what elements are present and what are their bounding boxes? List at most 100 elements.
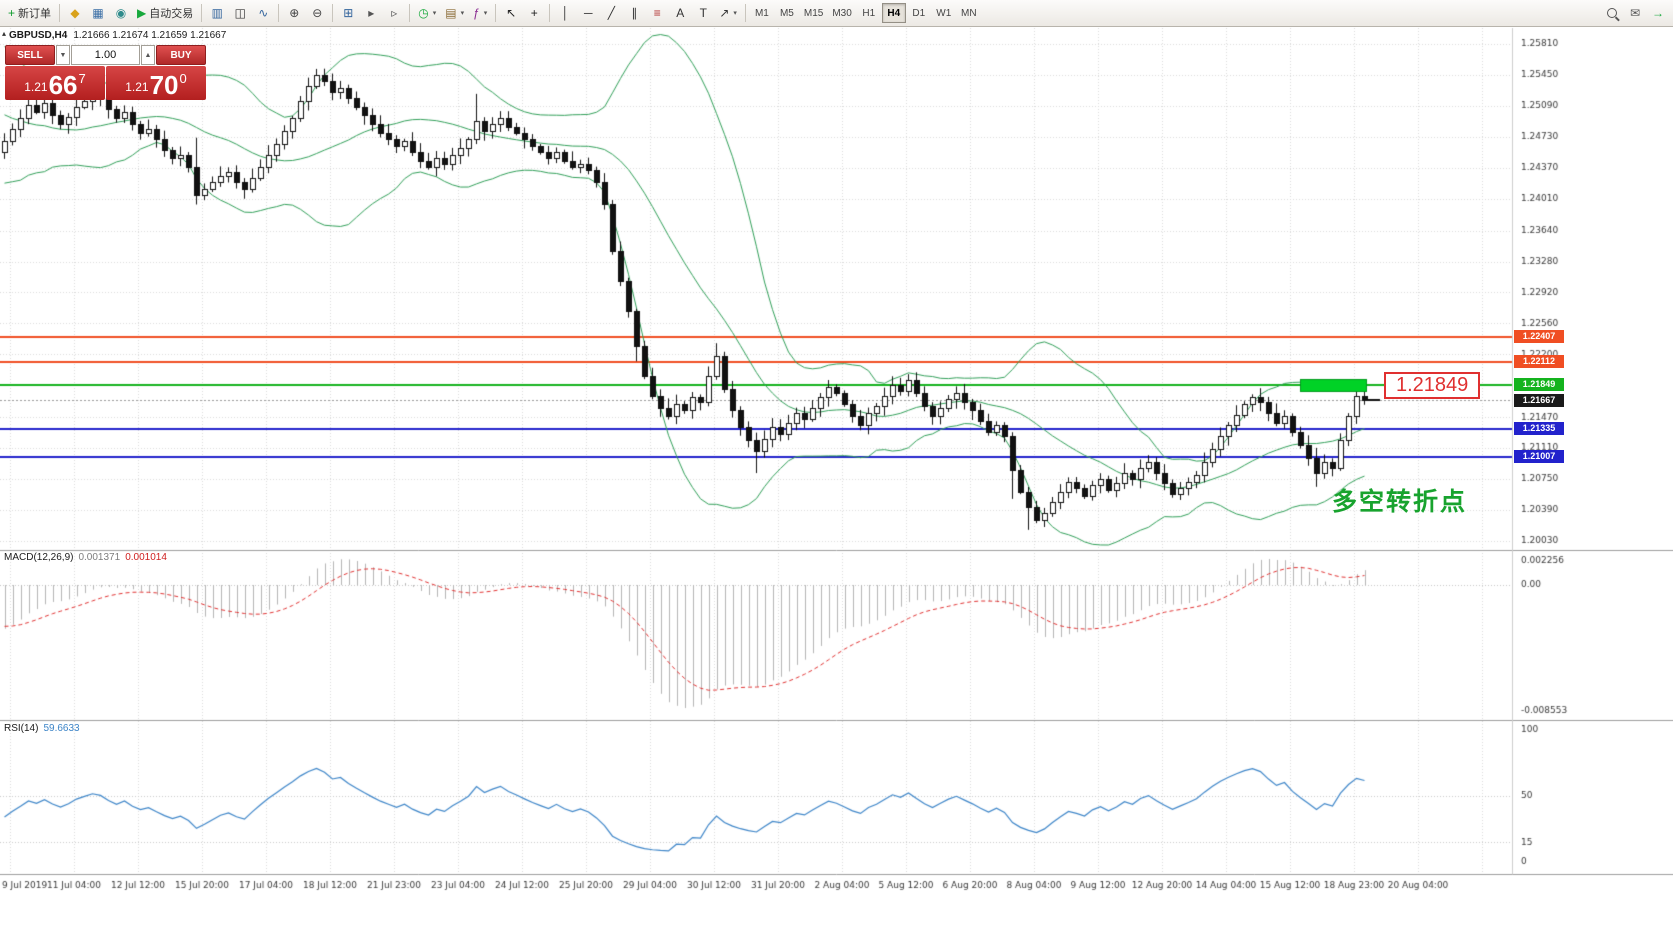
candlestick-chart-button[interactable]: ◫ [229,2,251,24]
toolbar-separator [549,4,551,22]
buy-button[interactable]: BUY [156,45,206,65]
toolbar-separator [409,4,411,22]
toolbar-separator [744,4,746,22]
play-icon: ▶ [137,6,147,20]
timeframe-h4-button[interactable]: H4 [881,3,906,23]
line-chart-button[interactable]: ∿ [252,2,274,24]
text-label-button[interactable]: T [692,2,714,24]
ohlc-readout: 1.21666 1.21674 1.21659 1.21667 [73,30,227,41]
macd-indicator-label: MACD(12,26,9) 0.001371 0.001014 [4,552,167,563]
toolbar-separator [201,4,203,22]
timeframe-d1-button[interactable]: D1 [912,7,926,19]
navigator-icon: ◉ [115,6,127,20]
zoom-out-icon: ⊖ [312,6,323,20]
text-button[interactable]: A [669,2,691,24]
horizontal-line-button[interactable]: ─ [577,2,599,24]
timeframe-m15-button[interactable]: M15 [803,7,824,19]
tile-windows-icon: ⊞ [343,6,354,20]
chart-title: GBPUSD,H4 1.21666 1.21674 1.21659 1.21667 [9,30,226,41]
auto-scroll-button[interactable]: ▸ [360,2,382,24]
volume-increase-button[interactable]: ▲ [141,45,155,65]
zoom-in-icon: ⊕ [289,6,300,20]
rsi-indicator-label: RSI(14) 59.6633 [4,723,80,734]
new-order-icon: + [8,6,16,20]
macd-name: MACD(12,26,9) [4,552,74,563]
price-callout-label: 1.21849 [1384,371,1481,399]
level-price-tag: 1.22112 [1514,355,1564,369]
toolbar: + 新订单 ◆ ▦ ◉ ▶ 自动交易 ▥ ◫ ∿ ⊕ ⊖ ⊞ ▸ ▹ ◷ ▾ ▤ ▾ ƒ ▾ ↖ + │ ─ ╱ ∥ ≡ A T ↗ ▾ M1 M… [0,0,1673,27]
caret-down-icon: ▼ [59,51,67,59]
buy-price-prefix: 1.21 [125,80,149,94]
rsi-value: 59.6633 [43,723,80,734]
indicators-button[interactable]: ƒ ▾ [469,2,491,24]
toolbar-separator [495,4,497,22]
volume-input[interactable]: 1.00 [71,45,140,65]
timeframe-m30-button[interactable]: M30 [832,7,852,19]
zoom-in-button[interactable]: ⊕ [283,2,305,24]
navigator-button[interactable]: ◉ [110,2,132,24]
channel-button[interactable]: ∥ [623,2,645,24]
trendline-button[interactable]: ╱ [600,2,622,24]
level-price-tag: 1.22407 [1514,330,1564,344]
chart-shift-icon: ▹ [391,6,398,20]
volume-decrease-button[interactable]: ▼ [56,45,70,65]
arrow-icon: ↗ [719,6,730,20]
periods-button[interactable]: ◷ ▾ [414,2,440,24]
rsi-name: RSI(14) [4,723,39,734]
timeframe-mn-button[interactable]: MN [961,7,977,19]
fibonacci-button[interactable]: ≡ [646,2,668,24]
toolbar-separator [59,4,61,22]
caret-down-icon: ▾ [483,10,488,17]
caret-down-icon: ▾ [460,10,465,17]
toolbar-separator [332,4,334,22]
tile-windows-button[interactable]: ⊞ [337,2,359,24]
buy-price-button[interactable]: 1.21 70 0 [106,66,206,100]
vertical-line-button[interactable]: │ [554,2,576,24]
search-icon [1607,8,1617,18]
timeframe-w1-button[interactable]: W1 [936,7,952,19]
level-price-tag: 1.21849 [1514,378,1564,392]
new-order-button[interactable]: + 新订单 [4,2,55,24]
feedback-button[interactable]: ✉ [1624,2,1646,24]
cursor-icon: ↖ [506,6,517,20]
sell-price-pips: 66 [48,70,78,100]
cursor-button[interactable]: ↖ [500,2,522,24]
auto-trading-button[interactable]: ▶ 自动交易 [133,2,197,24]
horizontal-line-icon: ─ [584,6,593,20]
one-click-trading-panel: SELL ▼ 1.00 ▲ BUY 1.21 66 7 1.21 70 0 [5,45,206,100]
arrows-button[interactable]: ↗ ▾ [715,2,741,24]
bar-chart-button[interactable]: ▥ [206,2,228,24]
macd-main-value: 0.001371 [78,552,121,563]
templates-button[interactable]: ▤ ▾ [441,2,468,24]
one-click-toggle-icon[interactable]: ▴ [2,29,7,38]
quick-link-button[interactable]: → [1647,2,1669,24]
sell-price-button[interactable]: 1.21 66 7 [5,66,105,100]
zoom-out-button[interactable]: ⊖ [306,2,328,24]
caret-up-icon: ▲ [144,51,152,59]
timeframe-m1-button[interactable]: M1 [754,7,769,19]
timeframe-m5-button[interactable]: M5 [779,7,794,19]
market-watch-icon: ◆ [70,6,80,20]
symbol-period-label: GBPUSD,H4 [9,30,68,41]
bar-chart-icon: ▥ [211,6,223,20]
timeframe-h1-button[interactable]: H1 [862,7,876,19]
auto-scroll-icon: ▸ [368,6,375,20]
crosshair-button[interactable]: + [523,2,545,24]
buy-price-pipette: 0 [179,71,187,86]
clock-icon: ◷ [418,6,429,20]
level-price-tag: 1.21007 [1514,450,1564,464]
mail-icon: ✉ [1629,6,1641,20]
market-watch-button[interactable]: ◆ [64,2,86,24]
search-button[interactable] [1601,2,1623,24]
trendline-icon: ╱ [607,6,615,20]
chart-shift-button[interactable]: ▹ [383,2,405,24]
macd-signal-value: 0.001014 [125,552,167,563]
chart-canvas[interactable] [0,27,1673,950]
sell-button[interactable]: SELL [5,45,55,65]
data-window-button[interactable]: ▦ [87,2,109,24]
channel-icon: ∥ [631,6,638,20]
label-icon: T [699,6,707,20]
text-icon: A [676,6,685,20]
vertical-line-icon: │ [561,6,570,20]
